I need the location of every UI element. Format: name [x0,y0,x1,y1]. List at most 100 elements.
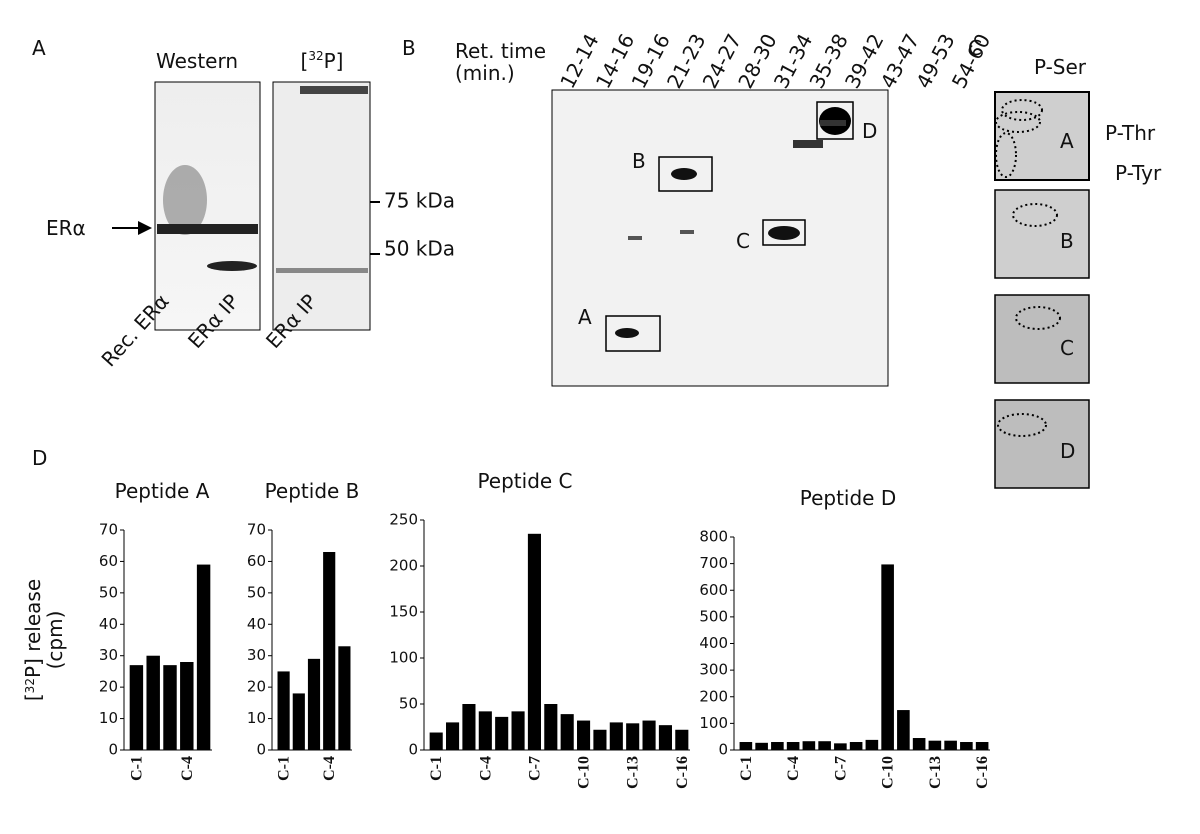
y-tick-label: 200 [389,557,418,575]
chart-title: Peptide A [115,479,210,503]
bar [975,742,989,750]
bar [642,720,656,750]
box [762,219,806,246]
bar [944,740,957,750]
p-thr: P-Thr [1105,121,1156,145]
spot [671,168,697,180]
bar [593,729,607,750]
band [820,120,846,126]
bar [626,723,640,750]
y-tick-label: 50 [99,583,118,601]
arrow-label: ERα [46,216,86,240]
bar [338,646,351,750]
chart-title: Peptide C [477,469,572,493]
bar [834,743,847,750]
text: [ [301,49,309,73]
band [628,236,642,240]
gel-title: Western [156,49,238,73]
bar [129,665,144,750]
gel-title: [32P] [301,49,344,73]
x-tick-label: C-4 [179,756,196,781]
y-tick-label: 0 [718,741,728,759]
x-tick-label: C-1 [128,756,145,781]
panel-label: C [968,36,982,60]
outline [995,111,1041,133]
bar [560,714,574,750]
y-tick-label: 250 [389,511,418,529]
bar [755,742,768,750]
bar [163,665,177,750]
bar [577,720,591,750]
y-tick-label: 50 [399,695,418,713]
bar [277,671,290,750]
marker-label: 50 kDa [384,237,455,261]
y-tick-label: 40 [247,615,266,633]
x-tick-label: C-1 [738,756,755,781]
y-tick-label: 20 [99,678,118,696]
y-axis-label: (cpm) [43,611,67,670]
spot [768,226,800,240]
y-tick-label: 150 [389,603,418,621]
y-tick-label: 70 [247,521,266,539]
bar [658,725,672,750]
bar [429,732,443,750]
outline [995,132,1017,178]
x-tick-label: C-7 [832,756,849,781]
spot-label: B [1060,229,1074,253]
y-tick-label: 100 [699,714,728,732]
band [680,230,694,234]
x-tick-label: C-10 [576,756,593,789]
band [163,165,207,235]
outline [1012,203,1058,227]
bar [196,564,211,750]
bar [912,738,926,750]
bar [739,742,753,750]
bar [928,740,942,750]
outline [997,413,1047,437]
y-tick-label: 70 [99,521,118,539]
y-tick-label: 0 [108,741,118,759]
tlc-plate [994,399,1090,489]
y-tick-label: 600 [699,581,728,599]
y-tick-label: 50 [247,583,266,601]
x-tick-label: C-4 [477,756,494,781]
bar [849,742,863,750]
bar [818,741,831,750]
band [157,224,258,234]
x-tick-label: C-16 [674,756,691,789]
tlc-plate [994,294,1090,384]
x-tick-label: C-10 [880,756,897,789]
box-label: D [862,119,877,143]
x-tick-label: C-13 [625,756,642,789]
x-tick-label: C-4 [785,756,802,781]
spot-label: D [1060,439,1075,463]
y-tick-label: 300 [699,661,728,679]
bar [771,742,784,750]
bar [495,716,509,750]
chart-title: Peptide D [800,486,897,510]
marker-label: 75 kDa [384,189,455,213]
bar [897,710,910,750]
arrow-head [138,221,152,235]
box-label: A [578,305,592,329]
bar [544,704,558,750]
text: 32 [308,49,323,63]
band [300,86,368,94]
bar [786,742,800,750]
panel-label: B [402,36,416,60]
bar [527,533,541,750]
header: Ret. time [455,39,546,63]
box [658,156,713,192]
bar [462,704,476,750]
y-axis-label: [32P] release [21,579,45,701]
y-tick-label: 500 [699,607,728,625]
bar [802,741,816,750]
y-tick-label: 40 [99,615,118,633]
y-tick-label: 0 [256,741,266,759]
band [793,140,823,148]
y-tick-label: 700 [699,554,728,572]
spot-label: A [1060,129,1074,153]
text: 32 [23,678,37,693]
spot [615,328,639,338]
